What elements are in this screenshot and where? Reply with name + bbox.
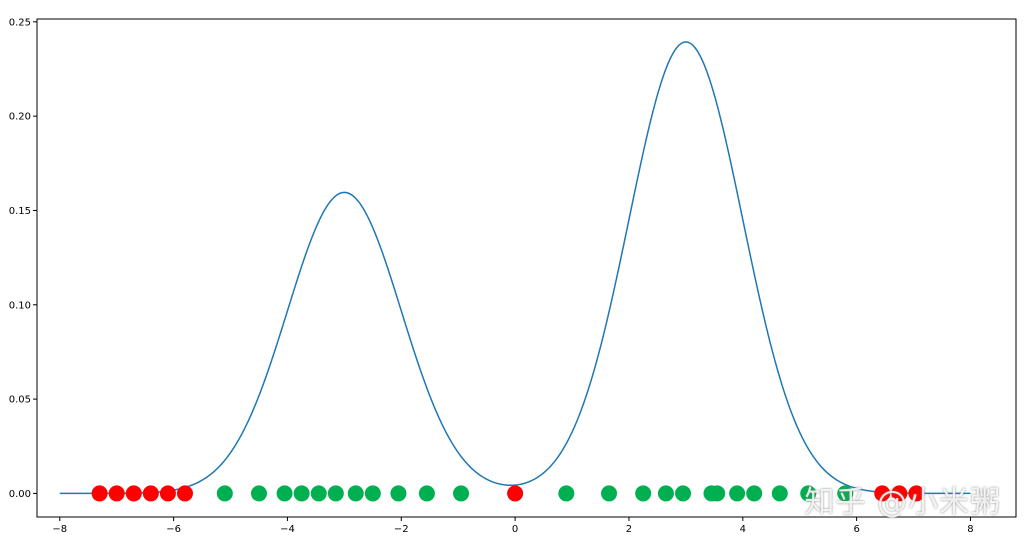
green-point <box>418 485 435 502</box>
green-point <box>635 485 652 502</box>
x-tick-label: −6 <box>166 524 181 535</box>
x-tick-label: 4 <box>740 524 746 535</box>
red-point <box>91 485 108 502</box>
green-point <box>327 485 344 502</box>
y-tick-label: 0.25 <box>9 17 31 28</box>
plot-frame <box>36 18 1017 518</box>
y-tick-label: 0.00 <box>9 489 31 500</box>
y-tick-label: 0.10 <box>9 300 31 311</box>
red-point <box>507 485 524 502</box>
green-point <box>771 485 788 502</box>
red-point <box>176 485 193 502</box>
green-point <box>293 485 310 502</box>
x-tick-label: 2 <box>626 524 632 535</box>
density-curve <box>59 41 971 495</box>
chart-marks <box>59 41 971 502</box>
green-point <box>709 485 726 502</box>
red-point <box>874 485 891 502</box>
green-point <box>453 485 470 502</box>
green-point <box>250 485 267 502</box>
green-point <box>601 485 618 502</box>
x-tick-label: 0 <box>512 524 518 535</box>
red-point <box>908 485 925 502</box>
red-point <box>108 485 125 502</box>
green-point <box>675 485 692 502</box>
green-point <box>657 485 674 502</box>
x-tick-label: −8 <box>52 524 67 535</box>
green-point <box>837 485 854 502</box>
red-point <box>891 485 908 502</box>
chart-axes: −8 −6 −4 −2 0 2 4 6 8 0.00 0.05 0.10 0.15 0.20 0.25 <box>9 17 974 535</box>
y-tick-label: 0.15 <box>9 206 31 217</box>
plot-area <box>37 19 1016 517</box>
x-tick-label: −2 <box>394 524 409 535</box>
y-tick-label: 0.20 <box>9 112 31 123</box>
green-point <box>364 485 381 502</box>
red-point <box>142 485 159 502</box>
green-point <box>390 485 407 502</box>
x-tick-label: 8 <box>967 524 973 535</box>
x-tick-label: 6 <box>853 524 859 535</box>
green-point <box>276 485 293 502</box>
watermark: 知乎 @小米粥 <box>804 485 1001 520</box>
red-point <box>159 485 176 502</box>
x-tick-label: −4 <box>280 524 295 535</box>
green-point <box>746 485 763 502</box>
green-point <box>558 485 575 502</box>
green-point <box>729 485 746 502</box>
green-point <box>800 485 817 502</box>
red-point <box>125 485 142 502</box>
green-point <box>310 485 327 502</box>
green-point <box>216 485 233 502</box>
y-tick-label: 0.05 <box>9 395 31 406</box>
green-point <box>347 485 364 502</box>
